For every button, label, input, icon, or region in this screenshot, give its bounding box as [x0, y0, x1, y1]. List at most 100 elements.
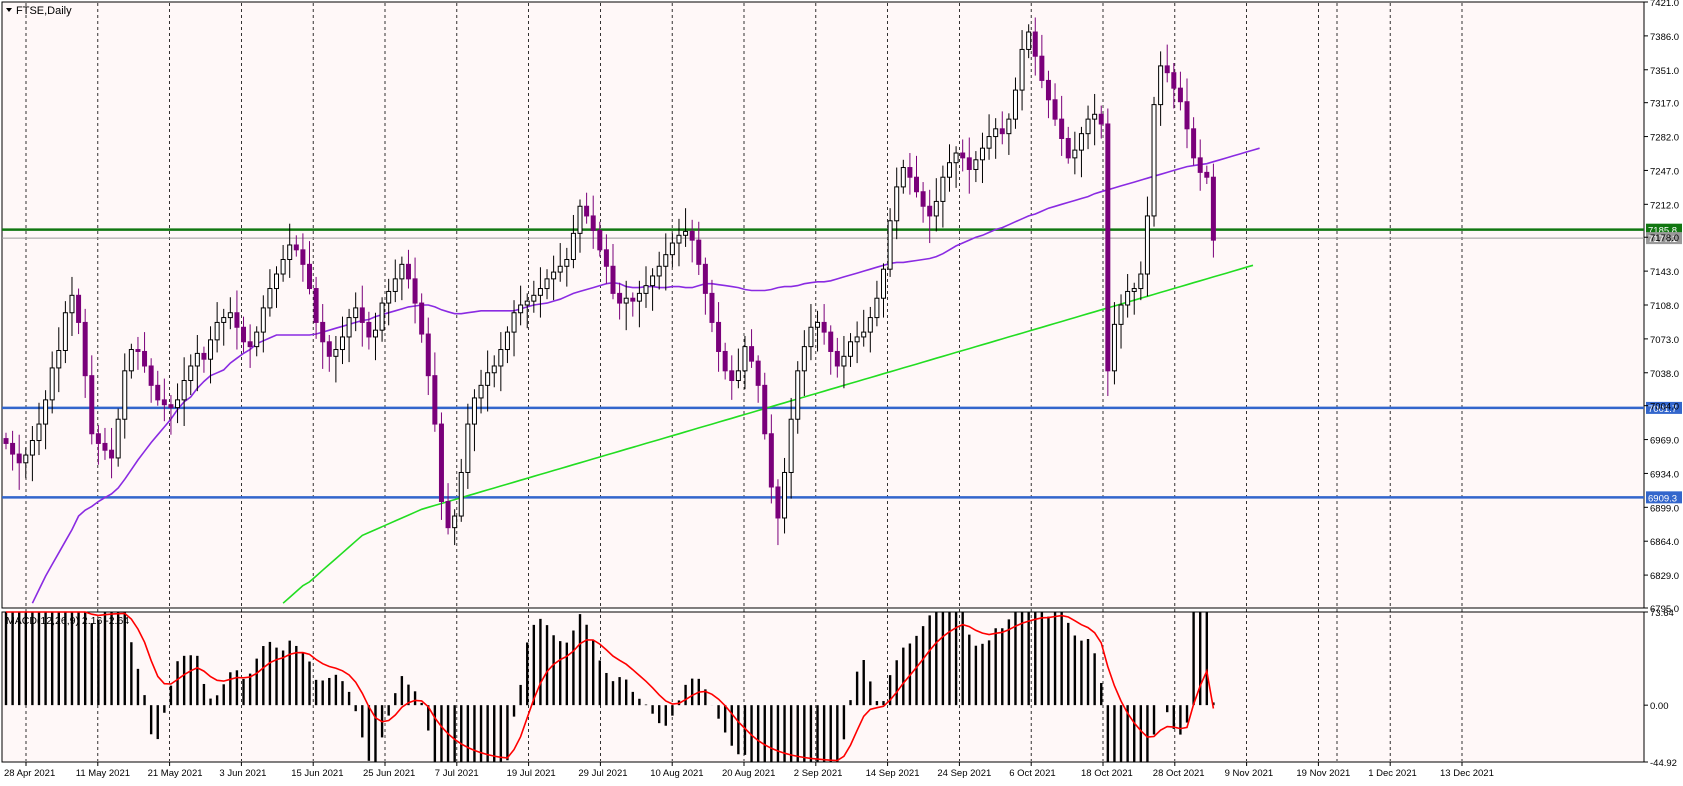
candle-body	[135, 349, 141, 352]
time-axis-label: 1 Dec 2021	[1368, 768, 1417, 779]
candle-body	[175, 399, 181, 409]
candle-body	[241, 326, 247, 343]
candles	[3, 17, 1216, 546]
candle-body	[986, 136, 992, 149]
candle-body	[914, 176, 919, 193]
time-axis: 28 Apr 2021 11 May 2021 21 May 2021 3 Jun 2…	[4, 762, 1494, 779]
candle-body	[498, 349, 504, 367]
candle-body	[445, 501, 451, 529]
candle-body	[452, 515, 458, 529]
candle-body	[828, 331, 834, 352]
candle-body	[669, 242, 675, 256]
candle-body	[465, 423, 471, 473]
candle-body	[43, 399, 49, 425]
candle-body	[128, 349, 134, 372]
candle-body	[1138, 273, 1144, 290]
candle-body	[1065, 137, 1071, 159]
candle-body	[551, 271, 557, 280]
candle-body	[755, 360, 761, 386]
candle-body	[854, 336, 860, 343]
candle-body	[1144, 215, 1150, 275]
candle-body	[716, 321, 722, 352]
price-level-value: 7001.7	[1648, 404, 1677, 415]
macd-indicator	[4, 611, 1215, 762]
price-level-value: 7177.1	[1648, 234, 1677, 245]
candle-body	[762, 384, 768, 435]
price-axis-label: 6795.0	[1650, 604, 1679, 615]
candle-body	[346, 317, 352, 338]
candle-body	[412, 278, 418, 304]
time-axis-label: 2 Sep 2021	[794, 768, 843, 779]
candle-body	[564, 259, 570, 267]
candle-body	[339, 336, 345, 351]
candle-body	[379, 302, 385, 331]
time-axis-label: 25 Jun 2021	[363, 768, 415, 779]
time-axis-label: 19 Jul 2021	[507, 768, 556, 779]
candle-body	[537, 288, 543, 296]
candle-body	[247, 341, 253, 348]
price-axis-label: 7247.0	[1650, 166, 1679, 177]
candle-body	[742, 346, 748, 372]
candle-body	[168, 404, 174, 409]
candle-body	[570, 232, 576, 261]
candle-body	[927, 205, 933, 217]
price-axis-label: 7143.0	[1650, 267, 1679, 278]
candle-body	[590, 215, 596, 231]
candle-body	[208, 339, 214, 360]
candle-body	[689, 230, 695, 241]
candle-body	[194, 352, 200, 367]
candle-body	[254, 331, 260, 348]
candle-body	[636, 292, 642, 302]
price-level-tag	[1646, 401, 1682, 414]
candle-body	[142, 350, 148, 367]
macd-axis-label: -44.92	[1650, 758, 1677, 769]
candle-body	[795, 370, 801, 420]
candle-body	[900, 167, 906, 188]
candle-body	[260, 307, 266, 333]
candle-body	[815, 321, 821, 328]
time-axis-label: 28 Oct 2021	[1153, 768, 1205, 779]
candle-body	[419, 302, 425, 335]
candle-body	[775, 486, 781, 519]
candle-body	[366, 321, 372, 338]
candle-body	[544, 278, 550, 290]
candle-body	[729, 370, 735, 382]
candle-body	[946, 162, 952, 178]
price-level-value: 6909.3	[1648, 493, 1677, 504]
chart-title-group: FTSE,Daily	[6, 5, 72, 17]
candle-body	[1177, 87, 1183, 103]
candle-body	[102, 442, 108, 451]
candle-body	[478, 384, 484, 399]
candle-body	[1158, 65, 1164, 106]
candle-body	[683, 230, 689, 236]
candle-body	[399, 263, 405, 280]
time-axis-label: 19 Nov 2021	[1296, 768, 1350, 779]
candle-body	[735, 370, 741, 382]
time-axis-label: 13 Dec 2021	[1440, 768, 1494, 779]
candle-body	[29, 440, 35, 456]
candle-body	[867, 317, 873, 333]
candle-body	[1092, 113, 1098, 120]
candle-body	[511, 312, 517, 333]
candle-body	[1105, 123, 1111, 372]
macd-label: MACD(12,26,9) 2.16 -2.64	[6, 615, 129, 627]
candle-body	[953, 152, 959, 164]
candle-body	[405, 263, 411, 280]
time-axis-label: 14 Sep 2021	[866, 768, 920, 779]
candle-body	[1204, 171, 1210, 178]
candle-body	[676, 234, 682, 244]
candle-body	[1151, 104, 1157, 217]
time-axis-label: 15 Jun 2021	[291, 768, 343, 779]
time-axis-label: 20 Aug 2021	[722, 768, 775, 779]
price-axis-label: 7038.0	[1650, 369, 1679, 380]
candle-body	[161, 399, 167, 406]
candle-body	[491, 365, 497, 374]
candle-body	[280, 259, 286, 275]
price-plot-area[interactable]	[1, 1, 1645, 609]
time-axis-label: 10 Aug 2021	[650, 768, 703, 779]
chevron-down-icon[interactable]	[6, 8, 12, 12]
candle-body	[458, 471, 464, 517]
candle-body	[1045, 79, 1051, 101]
